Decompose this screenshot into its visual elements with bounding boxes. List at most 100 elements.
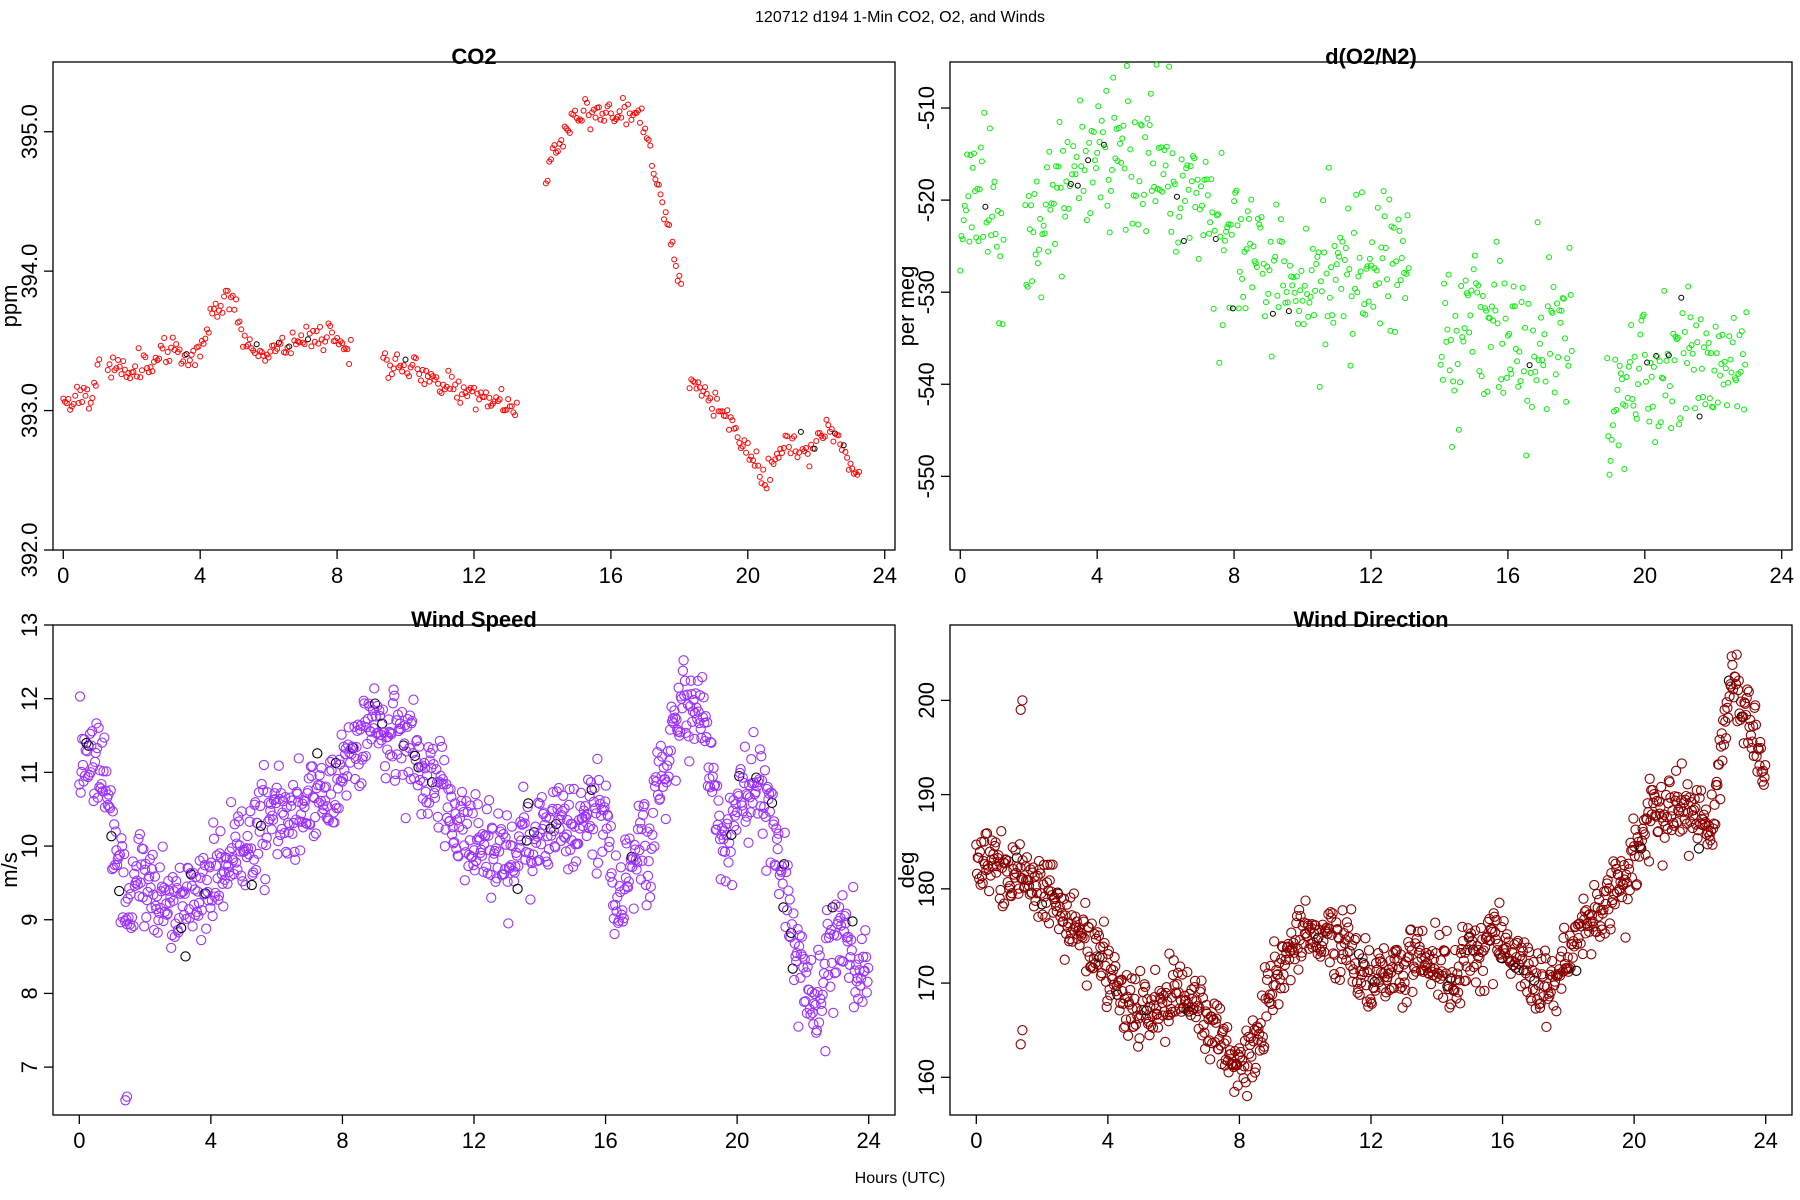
data-point	[1237, 216, 1244, 223]
data-point	[485, 869, 496, 880]
data-point	[411, 734, 423, 746]
data-point	[1540, 362, 1547, 369]
data-point	[253, 341, 260, 348]
data-point	[1025, 193, 1032, 199]
data-point	[674, 277, 681, 284]
data-point	[133, 833, 144, 845]
data-point	[1608, 856, 1619, 867]
data-point	[1536, 953, 1547, 965]
data-point	[1377, 320, 1384, 327]
data-point	[727, 414, 734, 421]
data-points	[957, 61, 1750, 478]
data-point	[643, 135, 650, 142]
data-point	[1316, 946, 1327, 957]
data-point	[180, 951, 191, 962]
data-point	[1242, 1061, 1253, 1072]
data-point	[469, 865, 480, 876]
data-point	[130, 368, 137, 375]
data-point	[1208, 176, 1215, 183]
data-point	[560, 143, 566, 150]
data-point	[1330, 319, 1337, 326]
data-point	[1229, 305, 1236, 312]
data-point	[1605, 433, 1612, 440]
y-tick-label: 393.0	[17, 383, 42, 438]
data-point	[776, 866, 787, 877]
data-point	[671, 256, 678, 263]
data-point	[1023, 880, 1035, 891]
data-point	[689, 733, 700, 745]
data-point	[213, 890, 225, 901]
data-point	[984, 248, 991, 255]
data-point	[156, 355, 163, 362]
chart-title: CO2	[451, 44, 496, 69]
data-point	[208, 833, 220, 844]
data-point	[1119, 135, 1126, 142]
data-points	[74, 655, 874, 1106]
data-point	[1470, 977, 1482, 988]
data-point	[1291, 289, 1298, 296]
y-tick-label: 395.0	[17, 104, 42, 159]
data-point	[1250, 243, 1257, 250]
data-point	[1449, 444, 1455, 450]
data-point	[863, 962, 874, 974]
data-point	[179, 888, 190, 899]
data-point	[512, 883, 523, 895]
data-point	[356, 778, 367, 789]
data-point	[360, 750, 371, 762]
data-point	[139, 921, 150, 932]
data-point	[1140, 981, 1151, 992]
data-point	[1298, 267, 1305, 274]
data-point	[188, 899, 200, 910]
data-point	[109, 819, 120, 830]
x-tick-label: 16	[1496, 563, 1520, 588]
data-point	[1177, 969, 1188, 980]
data-point	[1727, 356, 1734, 363]
data-point	[116, 363, 123, 370]
data-point	[414, 741, 425, 752]
y-axis-label: ppm	[0, 285, 22, 328]
data-point	[415, 761, 426, 772]
data-point	[783, 930, 795, 942]
data-point	[1573, 932, 1584, 944]
data-point	[848, 881, 859, 893]
data-point	[1440, 946, 1451, 957]
data-point	[1253, 1022, 1264, 1034]
data-point	[852, 972, 863, 984]
data-point	[433, 374, 440, 381]
data-point	[1474, 986, 1486, 997]
data-point	[163, 359, 169, 365]
data-point	[971, 150, 977, 157]
data-point	[131, 861, 142, 872]
x-tick-label: 12	[1359, 563, 1383, 588]
data-point	[1014, 839, 1025, 850]
data-point	[399, 368, 406, 375]
data-point	[857, 996, 868, 1008]
data-point	[1506, 330, 1513, 337]
data-point	[1120, 1021, 1131, 1032]
data-point	[1568, 348, 1575, 354]
data-point	[502, 876, 513, 887]
data-point	[1103, 87, 1110, 94]
data-point	[743, 837, 754, 848]
data-point	[1177, 205, 1184, 212]
data-point	[1144, 115, 1151, 122]
data-point	[374, 705, 385, 716]
data-point	[1687, 822, 1698, 834]
data-point	[715, 874, 726, 885]
data-point	[320, 781, 332, 792]
data-point	[1246, 1051, 1257, 1062]
data-point	[1441, 280, 1447, 287]
data-point	[1558, 932, 1569, 944]
y-tick-label: 392.0	[17, 522, 42, 577]
data-point	[1399, 977, 1410, 988]
data-point	[230, 857, 242, 868]
data-point	[741, 437, 748, 444]
data-point	[289, 846, 300, 858]
data-point	[740, 816, 751, 827]
data-point	[299, 339, 306, 346]
data-point	[1558, 307, 1565, 314]
data-point	[1684, 792, 1695, 803]
data-point	[1127, 146, 1134, 153]
data-point	[1760, 760, 1771, 771]
data-point	[388, 371, 395, 378]
